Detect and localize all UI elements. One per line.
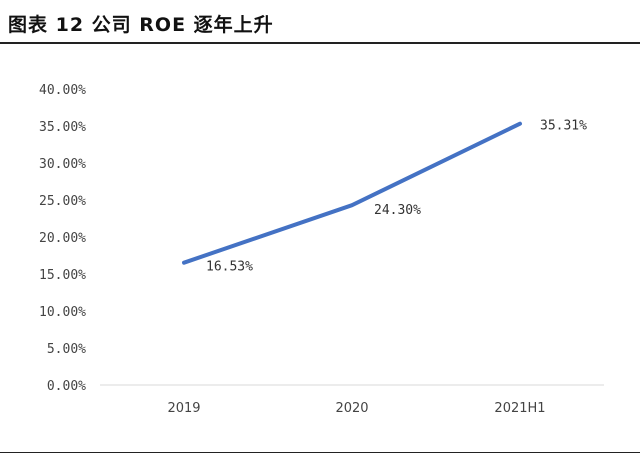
y-axis-ticks: 0.00% 5.00% 10.00% 15.00% 20.00% 25.00% 30.00%… (39, 83, 86, 394)
y-tick-label: 25.00% (39, 194, 86, 209)
x-tick-label: 2020 (335, 401, 368, 416)
y-tick-label: 10.00% (39, 305, 86, 320)
y-tick-label: 5.00% (47, 342, 86, 357)
data-label: 16.53% (206, 260, 253, 275)
data-label: 24.30% (374, 203, 421, 218)
y-tick-label: 35.00% (39, 120, 86, 135)
y-tick-label: 15.00% (39, 268, 86, 283)
x-tick-label: 2021H1 (494, 401, 545, 416)
y-tick-label: 20.00% (39, 231, 86, 246)
title-rule (0, 42, 640, 44)
x-tick-label: 2019 (167, 401, 200, 416)
data-labels: 16.53% 24.30% 35.31% (206, 119, 587, 275)
roe-series-line (182, 121, 522, 265)
y-tick-label: 0.00% (47, 379, 86, 394)
bottom-rule (0, 452, 640, 453)
data-label: 35.31% (540, 119, 587, 134)
y-tick-label: 40.00% (39, 83, 86, 98)
figure-title: 图表 12 公司 ROE 逐年上升 (8, 14, 274, 36)
x-axis-ticks: 2019 2020 2021H1 (167, 401, 545, 416)
y-tick-label: 30.00% (39, 157, 86, 172)
